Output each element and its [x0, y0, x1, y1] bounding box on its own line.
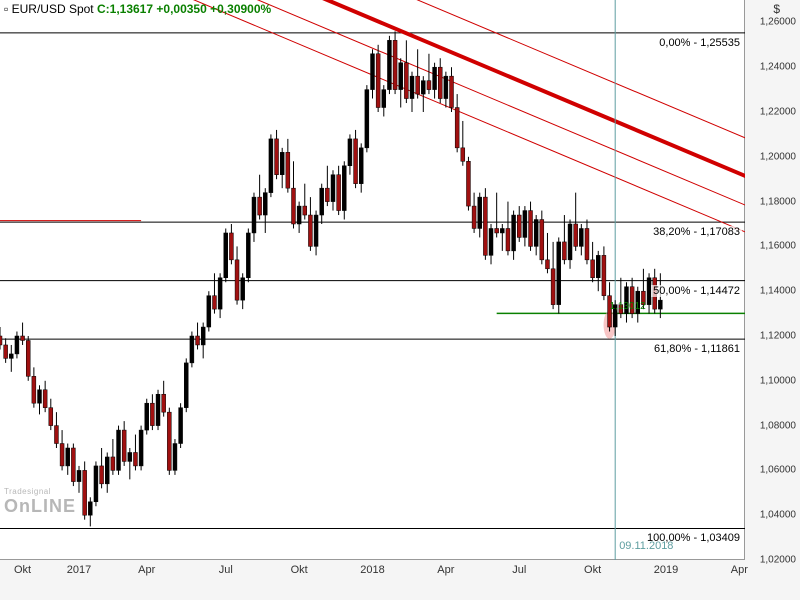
symbol-name: EUR/USD Spot — [12, 2, 94, 16]
plot-area[interactable]: ▫ EUR/USD Spot C:1,13617 +0,00350 +0,309… — [0, 0, 745, 560]
y-tick-label: 1,06000 — [760, 465, 796, 476]
chart-title: ▫ EUR/USD Spot C:1,13617 +0,00350 +0,309… — [4, 2, 271, 16]
y-tick-label: 1,16000 — [760, 241, 796, 252]
y-axis: $ 1,020001,040001,060001,080001,100001,1… — [745, 0, 800, 560]
close-value: 1,13617 — [110, 2, 153, 16]
x-tick-label: 2018 — [360, 564, 384, 576]
x-tick-label: 2017 — [67, 564, 91, 576]
y-tick-label: 1,02000 — [760, 555, 796, 566]
fib-label: 50,00% - 1,14472 — [651, 285, 742, 297]
y-tick-label: 1,12000 — [760, 331, 796, 342]
y-tick-label: 1,14000 — [760, 286, 796, 297]
fib-label: 61,80% - 1,11861 — [652, 343, 742, 355]
x-tick-label: Okt — [14, 564, 31, 576]
x-tick-label: Jul — [219, 564, 233, 576]
y-tick-label: 1,18000 — [760, 196, 796, 207]
date-marker-label: 09.11.2018 — [619, 540, 673, 552]
y-tick-label: 1,04000 — [760, 510, 796, 521]
fib-label: 38,20% - 1,17083 — [651, 226, 742, 238]
x-tick-label: Apr — [437, 564, 454, 576]
close-label: C: — [97, 2, 110, 16]
y-tick-label: 1,08000 — [760, 420, 796, 431]
x-tick-label: Okt — [291, 564, 308, 576]
y-tick-label: 1,24000 — [760, 62, 796, 73]
change-pct: +0,30900% — [210, 2, 271, 16]
candle-svg — [0, 0, 745, 560]
x-tick-label: Jul — [512, 564, 526, 576]
change-value: +0,00350 — [156, 2, 206, 16]
expand-icon: ▫ — [4, 2, 8, 16]
fib-label: 0,00% - 1,25535 — [657, 37, 742, 49]
y-tick-label: 1,20000 — [760, 151, 796, 162]
currency-symbol: $ — [773, 2, 780, 16]
y-tick-label: 1,22000 — [760, 107, 796, 118]
x-tick-label: 2019 — [654, 564, 678, 576]
x-tick-label: Apr — [731, 564, 748, 576]
x-axis: Okt 2017 Apr Jul Okt 2018 Apr Jul Okt 2019 Apr — [0, 560, 745, 600]
y-tick-label: 1,26000 — [760, 17, 796, 28]
support-label: 1,13012 — [610, 301, 646, 312]
chart-container: ▫ EUR/USD Spot C:1,13617 +0,00350 +0,309… — [0, 0, 800, 600]
y-tick-label: 1,10000 — [760, 375, 796, 386]
x-tick-label: Okt — [584, 564, 601, 576]
x-tick-label: Apr — [138, 564, 155, 576]
